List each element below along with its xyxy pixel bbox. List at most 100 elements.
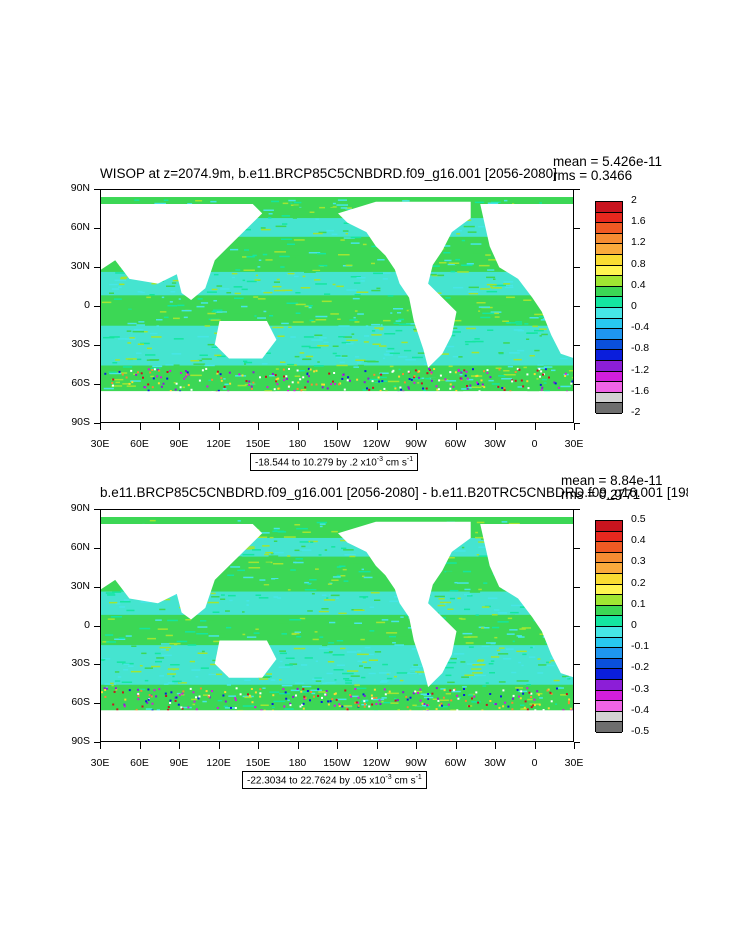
colorbar-swatch — [596, 669, 622, 680]
colorbar-swatch — [596, 392, 622, 404]
colorbar-swatch — [596, 403, 622, 414]
colorbar-swatch — [596, 648, 622, 659]
longitude-tick — [297, 742, 299, 749]
colorbar-label: -0.4 — [631, 703, 650, 716]
longitude-tick — [455, 423, 457, 430]
colorbar-label: -2 — [631, 406, 641, 418]
longitude-tick — [179, 742, 180, 749]
colorbar-label: -0.5 — [631, 725, 650, 737]
latitude-tick — [94, 509, 100, 510]
colorbar-swatch — [596, 552, 622, 564]
longitude-tick-label: 60W — [444, 757, 467, 769]
colorbar-label: 0.4 — [631, 534, 646, 547]
longitude-tick — [297, 423, 299, 430]
longitude-tick-label: 180 — [288, 757, 307, 769]
latitude-tick — [94, 189, 100, 190]
latitude-tick — [94, 423, 100, 424]
latitude-tick — [94, 625, 100, 627]
longitude-tick-label: 60E — [130, 438, 149, 450]
longitude-tick-label: 30W — [484, 757, 506, 769]
latitude-tick — [94, 586, 100, 588]
colorbar-label: 1.6 — [631, 215, 646, 228]
longitude-tick-label: 30W — [484, 438, 506, 450]
latitude-tick-label: 90S — [71, 735, 90, 747]
plot-title: WISOP at z=2074.9m, b.e11.BRCP85C5CNBDRD… — [100, 166, 557, 181]
latitude-tick-label: 30S — [71, 657, 90, 670]
longitude-tick — [376, 742, 378, 749]
longitude-tick — [139, 423, 141, 430]
latitude-tick-label: 60S — [71, 696, 90, 709]
longitude-tick-label: 60W — [444, 438, 467, 450]
ocean-field-map — [101, 510, 573, 741]
longitude-tick-label: 150E — [245, 757, 271, 769]
latitude-tick — [574, 228, 580, 229]
longitude-tick — [416, 423, 417, 430]
colorbar-swatch — [596, 584, 622, 596]
longitude-tick — [100, 742, 101, 749]
longitude-tick-label: 120W — [362, 757, 391, 769]
longitude-tick — [337, 423, 338, 430]
longitude-tick-label: 90W — [405, 757, 427, 769]
latitude-tick-label: 0 — [84, 618, 90, 631]
plot-panel-top: WISOP at z=2074.9m, b.e11.BRCP85C5CNBDRD… — [0, 0, 733, 472]
mean-stat: mean = 5.426e-11 — [553, 154, 662, 169]
colorbar-swatch — [596, 212, 622, 224]
colorbar-label: -1.2 — [631, 363, 650, 376]
latitude-tick — [574, 267, 580, 268]
colorbar-label: 0.2 — [631, 576, 646, 589]
colorbar-swatch — [596, 382, 622, 393]
colorbar-swatch — [596, 350, 622, 361]
colorbar-swatch — [596, 276, 622, 287]
colorbar-swatch — [596, 595, 622, 606]
longitude-tick — [376, 423, 378, 430]
latitude-tick-label: 30S — [71, 338, 90, 350]
longitude-tick-label: 150W — [323, 438, 351, 450]
longitude-tick-label: 120E — [206, 757, 231, 769]
longitude-tick — [534, 742, 536, 749]
longitude-tick-label: 150W — [323, 757, 351, 769]
colorbar-swatch — [596, 627, 622, 638]
ocean-field-map — [101, 190, 573, 422]
colorbar-swatch — [596, 605, 622, 617]
longitude-tick-label: 120W — [362, 438, 391, 450]
colorbar-label: 0.5 — [631, 513, 646, 525]
latitude-tick-label: 0 — [84, 299, 90, 311]
colorbar-swatch — [596, 722, 622, 733]
longitude-tick — [179, 423, 180, 430]
colorbar-swatch — [596, 574, 622, 585]
colorbar-swatch — [596, 308, 622, 319]
colorbar-swatch — [596, 329, 622, 340]
latitude-tick — [94, 664, 100, 666]
longitude-tick-label: 60E — [130, 757, 149, 769]
latitude-tick — [94, 384, 100, 385]
longitude-tick-label: 0 — [531, 438, 538, 450]
colorbar-swatch — [596, 339, 622, 351]
colorbar-swatch — [596, 521, 622, 532]
plot-title: b.e11.BRCP85C5CNBDRD.f09_g16.001 [2056-2… — [100, 485, 688, 500]
colorbar-label: -0.4 — [631, 321, 650, 334]
colorbar-label: 0.1 — [631, 597, 646, 610]
colorbar — [595, 201, 623, 414]
longitude-tick — [534, 423, 536, 430]
longitude-tick-label: 30E — [564, 757, 584, 769]
longitude-tick — [455, 742, 457, 749]
longitude-tick-label: 120E — [206, 438, 231, 450]
latitude-tick — [574, 625, 580, 627]
colorbar-label: 1.2 — [631, 236, 646, 249]
latitude-tick — [94, 267, 100, 268]
longitude-tick-label: 150E — [245, 438, 271, 450]
latitude-tick-label: 60S — [71, 377, 90, 389]
latitude-tick — [574, 384, 580, 385]
colorbar-label: 0.3 — [631, 555, 646, 568]
latitude-tick — [574, 509, 580, 510]
longitude-tick — [218, 742, 220, 749]
longitude-tick — [495, 423, 496, 430]
colorbar-label: 0.4 — [631, 278, 646, 291]
colorbar-swatch — [596, 616, 622, 627]
colorbar-label: 0 — [631, 300, 637, 312]
colorbar-label: 0.8 — [631, 257, 646, 270]
longitude-tick-label: 90W — [405, 438, 427, 450]
map-frame — [100, 189, 574, 423]
colorbar-swatch — [596, 563, 622, 574]
